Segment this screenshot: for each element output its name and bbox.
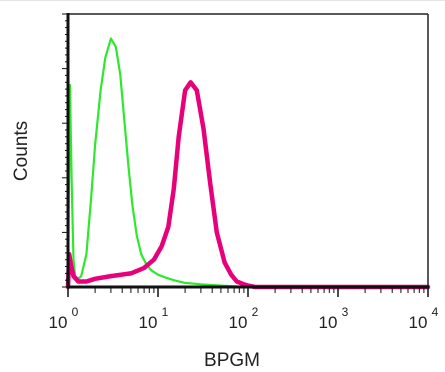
x-tick-labels: 10 0 10 1 10 2 10 3 10 4 <box>49 305 439 332</box>
series-layer <box>65 37 431 290</box>
x-tick-label: 10 4 <box>409 305 439 332</box>
x-tick-label: 10 1 <box>139 305 169 332</box>
histogram-series-2 <box>65 80 431 290</box>
x-tick-label-exponent: 2 <box>252 305 259 319</box>
x-tick-label-exponent: 0 <box>72 305 79 319</box>
x-tick-label-base: 10 <box>229 313 248 332</box>
histogram-series-1 <box>66 37 430 289</box>
x-tick-label-base: 10 <box>319 313 338 332</box>
x-tick-label-base: 10 <box>139 313 158 332</box>
x-tick-label-base: 10 <box>49 313 68 332</box>
x-axis-title: BPGM <box>204 350 260 371</box>
x-tick-label: 10 3 <box>319 305 349 332</box>
x-axis-ticks <box>67 287 429 297</box>
x-tick-label-exponent: 3 <box>342 305 349 319</box>
top-border-line <box>0 0 445 1</box>
x-tick-label-exponent: 1 <box>162 305 169 319</box>
x-tick-label: 10 0 <box>49 305 79 332</box>
x-tick-label-exponent: 4 <box>432 305 439 319</box>
x-tick-label-base: 10 <box>409 313 428 332</box>
x-tick-label: 10 2 <box>229 305 259 332</box>
y-axis-title: Counts <box>11 121 32 181</box>
y-axis-ticks <box>62 13 68 288</box>
plot-frame <box>66 13 429 289</box>
